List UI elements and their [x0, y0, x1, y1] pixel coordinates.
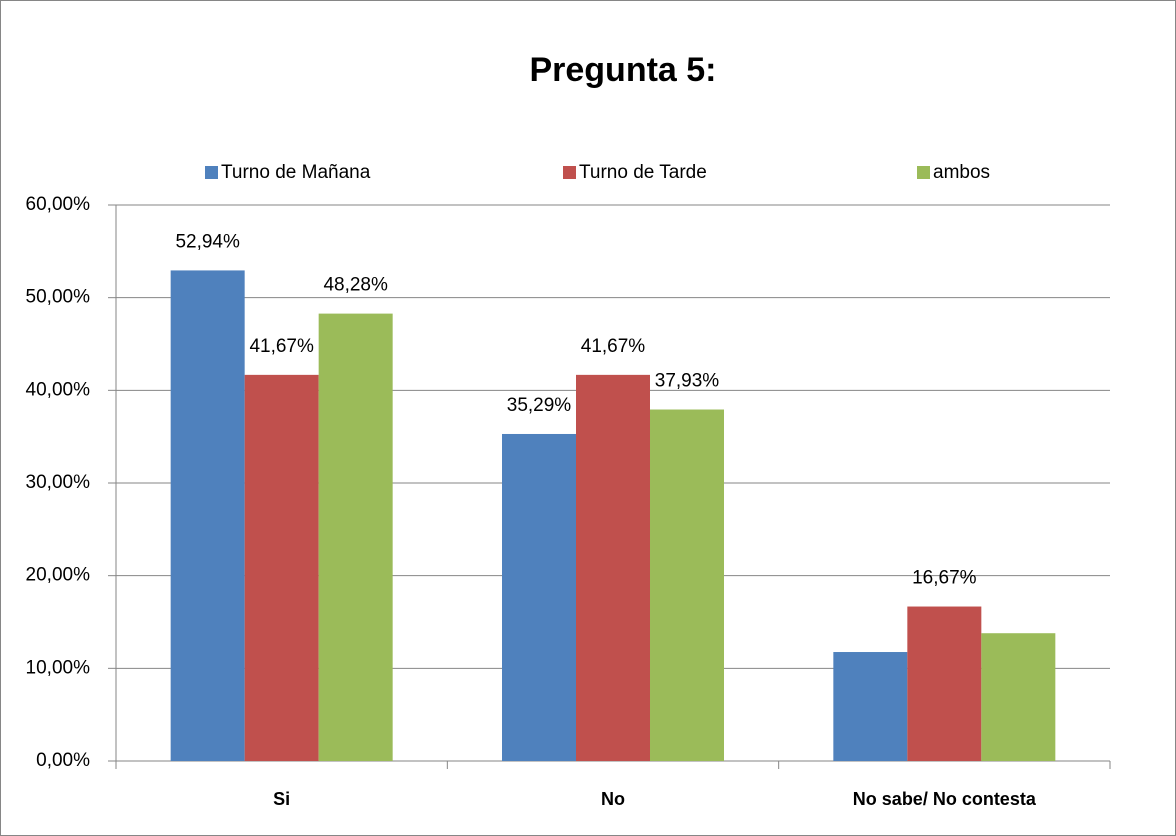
bar [907, 606, 982, 761]
bar [170, 270, 245, 761]
y-tick-label: 60,00% [26, 194, 91, 215]
data-label: 52,94% [175, 231, 240, 252]
y-tick-label: 50,00% [26, 287, 91, 308]
y-tick-label: 10,00% [26, 657, 91, 678]
data-label: 41,67% [249, 336, 314, 357]
bar [318, 313, 393, 761]
x-tick-label: No [601, 789, 625, 809]
y-tick-label: 0,00% [36, 750, 90, 771]
chart-title: Pregunta 5: [529, 51, 716, 89]
legend-swatch [917, 166, 930, 179]
data-label: 37,93% [655, 371, 720, 392]
bar [244, 374, 319, 761]
data-label: 35,29% [507, 395, 572, 416]
data-label: 48,28% [323, 275, 388, 296]
legend-label: ambos [933, 162, 990, 183]
y-tick-label: 30,00% [26, 472, 91, 493]
bar [576, 374, 650, 761]
bar [833, 652, 908, 761]
y-tick-label: 20,00% [26, 565, 91, 586]
data-label: 16,67% [912, 568, 977, 589]
x-tick-label: No sabe/ No contesta [853, 789, 1037, 809]
data-label: 41,67% [581, 336, 646, 357]
legend-swatch [563, 166, 576, 179]
bar [650, 409, 724, 761]
legend-label: Turno de Tarde [579, 162, 707, 183]
bar [981, 633, 1056, 761]
x-tick-label: Si [273, 789, 290, 809]
legend-swatch [205, 166, 218, 179]
legend-label: Turno de Mañana [221, 162, 371, 183]
y-tick-label: 40,00% [26, 379, 91, 400]
bar [502, 433, 576, 761]
